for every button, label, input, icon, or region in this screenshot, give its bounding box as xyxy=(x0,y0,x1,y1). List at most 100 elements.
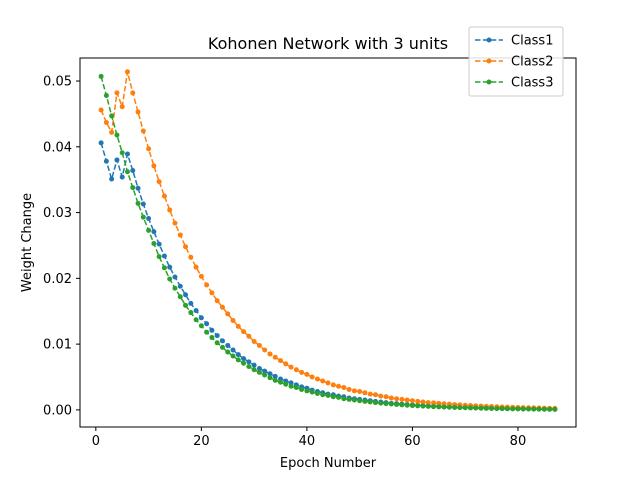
data-point-class3 xyxy=(299,387,305,393)
data-point-class3 xyxy=(98,73,104,79)
data-point-class1 xyxy=(256,365,262,371)
data-point-class3 xyxy=(283,381,289,387)
data-point-class3 xyxy=(351,397,357,403)
data-point-class1 xyxy=(267,371,273,377)
data-point-class3 xyxy=(436,404,442,410)
data-point-class3 xyxy=(547,406,553,412)
data-point-class2 xyxy=(278,358,284,364)
data-point-class2 xyxy=(394,396,400,402)
data-point-class2 xyxy=(267,351,273,357)
data-point-class2 xyxy=(293,367,299,373)
legend: Class1 Class2 Class3 xyxy=(468,26,564,97)
legend-label-class2: Class2 xyxy=(511,55,553,70)
data-point-class1 xyxy=(156,241,162,247)
plot-frame xyxy=(79,57,577,428)
data-point-class3 xyxy=(494,406,500,412)
data-point-class3 xyxy=(167,276,173,282)
data-point-class1 xyxy=(209,327,215,333)
data-point-class3 xyxy=(346,396,352,402)
data-point-class3 xyxy=(489,405,495,411)
data-point-class2 xyxy=(357,388,363,394)
data-point-class3 xyxy=(399,402,405,408)
data-point-class2 xyxy=(304,371,310,377)
x-tick-label: 20 xyxy=(193,434,210,449)
data-point-class3 xyxy=(378,400,384,406)
data-point-class3 xyxy=(103,92,109,98)
data-point-class2 xyxy=(351,388,357,394)
data-point-class1 xyxy=(167,264,173,270)
y-axis-label: Weight Change xyxy=(20,193,35,292)
data-point-class3 xyxy=(188,310,194,316)
data-point-class3 xyxy=(441,404,447,410)
series-class3 xyxy=(98,73,558,412)
data-point-class3 xyxy=(146,227,152,233)
data-point-class2 xyxy=(336,383,342,389)
data-point-class3 xyxy=(114,132,120,138)
data-point-class3 xyxy=(483,405,489,411)
data-point-class2 xyxy=(167,207,173,213)
data-point-class2 xyxy=(320,378,326,384)
data-point-class1 xyxy=(109,176,115,182)
data-point-class1 xyxy=(204,321,210,327)
data-point-class3 xyxy=(325,392,331,398)
data-point-class3 xyxy=(314,390,320,396)
data-point-class3 xyxy=(330,394,336,400)
data-point-class3 xyxy=(452,404,458,410)
legend-box xyxy=(468,26,564,97)
data-point-class3 xyxy=(135,200,141,206)
data-point-class3 xyxy=(293,385,299,391)
data-point-class2 xyxy=(372,392,378,398)
data-point-class2 xyxy=(425,400,431,406)
data-point-class1 xyxy=(193,308,199,314)
data-point-class3 xyxy=(431,404,437,410)
data-point-class2 xyxy=(124,69,130,75)
data-point-class1 xyxy=(246,359,252,365)
y-tick-label: 0.05 xyxy=(43,75,72,90)
data-point-class2 xyxy=(109,129,115,135)
data-point-class1 xyxy=(161,253,167,259)
data-point-class1 xyxy=(241,356,247,362)
data-point-class2 xyxy=(146,146,152,152)
data-point-class3 xyxy=(278,379,284,385)
data-point-class2 xyxy=(283,361,289,367)
x-tick-label: 0 xyxy=(92,434,100,449)
data-point-class2 xyxy=(140,128,146,134)
data-point-class1 xyxy=(188,300,194,306)
data-point-class2 xyxy=(198,273,204,279)
data-point-class3 xyxy=(478,405,484,411)
data-point-class2 xyxy=(436,400,442,406)
data-point-class2 xyxy=(151,163,157,169)
data-point-class1 xyxy=(214,333,220,339)
y-tick-label: 0.04 xyxy=(43,140,72,155)
data-point-class2 xyxy=(135,109,141,115)
data-point-class3 xyxy=(177,294,183,300)
data-point-class3 xyxy=(504,406,510,412)
data-point-class2 xyxy=(219,304,225,310)
axis-ticks: 0 20 40 60 80 0.00 0.01 0.02 0.03 0.04 0.05 xyxy=(43,75,526,449)
data-point-class3 xyxy=(183,302,189,308)
data-point-class2 xyxy=(225,311,231,317)
data-point-class1 xyxy=(172,274,178,280)
data-point-class2 xyxy=(177,232,183,238)
data-point-class3 xyxy=(241,360,247,366)
data-point-class3 xyxy=(172,285,178,291)
y-tick-label: 0.02 xyxy=(43,272,72,287)
data-point-class2 xyxy=(330,382,336,388)
data-point-class1 xyxy=(114,157,120,163)
x-tick-label: 60 xyxy=(404,434,421,449)
data-point-class1 xyxy=(103,158,109,164)
data-point-class1 xyxy=(119,174,125,180)
chart-title: Kohonen Network with 3 units xyxy=(208,34,448,53)
data-point-class2 xyxy=(98,107,104,113)
data-point-class3 xyxy=(219,344,225,350)
data-point-class1 xyxy=(130,167,136,173)
data-point-class3 xyxy=(536,406,542,412)
data-point-class2 xyxy=(188,254,194,260)
data-point-class3 xyxy=(214,340,220,346)
data-point-class3 xyxy=(357,398,363,404)
data-point-class2 xyxy=(420,399,426,405)
data-point-class3 xyxy=(124,169,130,175)
data-point-class3 xyxy=(372,400,378,406)
data-point-class2 xyxy=(404,397,410,403)
data-point-class2 xyxy=(314,376,320,382)
